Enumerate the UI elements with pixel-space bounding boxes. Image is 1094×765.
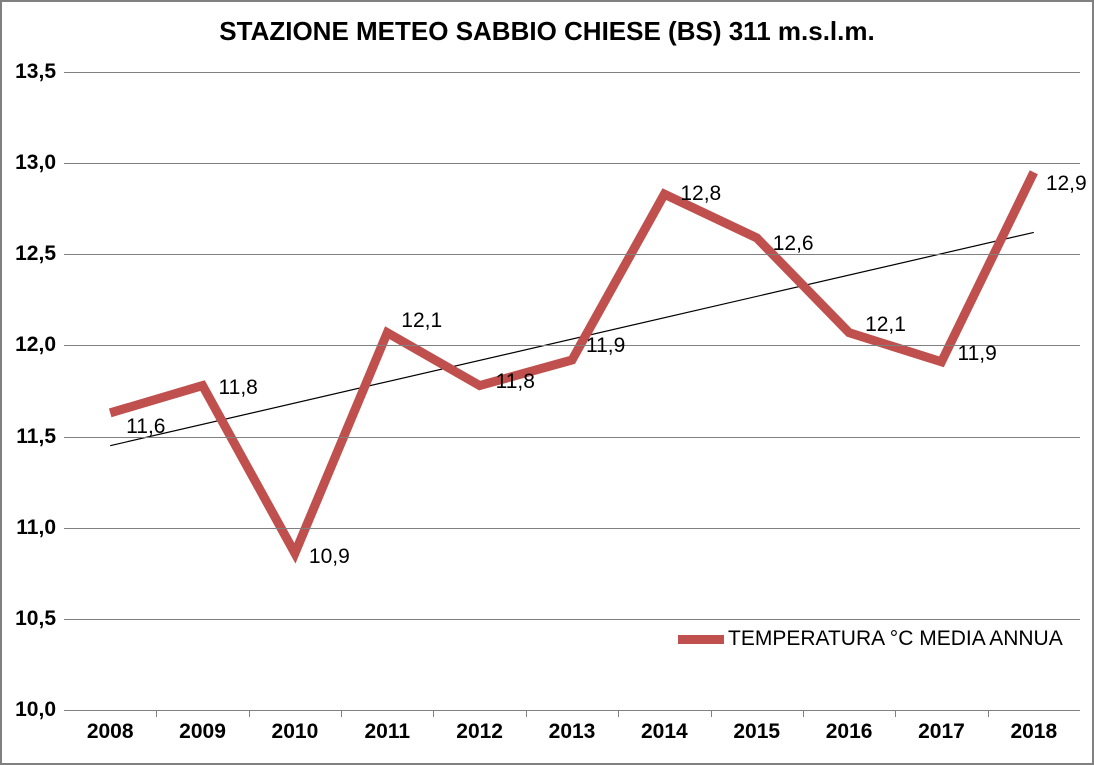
gridline — [64, 72, 1080, 73]
y-tick-label: 10,5 — [15, 607, 64, 631]
x-tickmark — [618, 710, 619, 717]
gridline — [64, 163, 1080, 164]
data-label: 11,8 — [219, 376, 258, 400]
legend-line-icon — [678, 635, 724, 644]
gridline — [64, 619, 1080, 620]
plot-area: TEMPERATURA °C MEDIA ANNUA 10,010,511,01… — [64, 72, 1080, 710]
x-tick-label: 2011 — [364, 710, 410, 744]
x-tick-label: 2016 — [826, 710, 873, 744]
data-label: 11,6 — [126, 415, 165, 439]
gridline — [64, 345, 1080, 346]
data-label: 11,9 — [957, 342, 996, 366]
x-tickmark — [803, 710, 804, 717]
x-tickmark — [988, 710, 989, 717]
data-label: 12,9 — [1046, 172, 1087, 196]
y-tick-label: 10,0 — [15, 698, 64, 722]
x-tick-label: 2009 — [179, 710, 226, 744]
x-tickmark — [711, 710, 712, 717]
chart-title: STAZIONE METEO SABBIO CHIESE (BS) 311 m.… — [2, 16, 1092, 47]
data-label: 12,1 — [401, 309, 442, 333]
data-line — [110, 172, 1034, 553]
x-tick-label: 2014 — [641, 710, 688, 744]
data-label: 10,9 — [309, 545, 350, 569]
x-tick-label: 2012 — [456, 710, 503, 744]
data-label: 11,8 — [496, 370, 535, 394]
x-tickmark — [341, 710, 342, 717]
x-tick-label: 2015 — [733, 710, 780, 744]
gridline — [64, 254, 1080, 255]
x-tickmark — [433, 710, 434, 717]
data-label: 12,6 — [773, 232, 814, 256]
x-tick-label: 2017 — [918, 710, 965, 744]
y-tick-label: 11,0 — [16, 516, 64, 540]
x-tick-label: 2008 — [87, 710, 134, 744]
gridline — [64, 437, 1080, 438]
x-tickmark — [526, 710, 527, 717]
legend: TEMPERATURA °C MEDIA ANNUA — [678, 627, 1063, 651]
y-tick-label: 12,0 — [15, 333, 64, 357]
chart-frame: STAZIONE METEO SABBIO CHIESE (BS) 311 m.… — [0, 0, 1094, 765]
y-tick-label: 11,5 — [16, 425, 64, 449]
x-tickmark — [249, 710, 250, 717]
x-tick-label: 2018 — [1010, 710, 1057, 744]
x-tick-label: 2013 — [549, 710, 596, 744]
y-tick-label: 13,5 — [15, 60, 64, 84]
x-tickmark — [156, 710, 157, 717]
x-tick-label: 2010 — [272, 710, 319, 744]
y-tick-label: 13,0 — [15, 151, 64, 175]
chart-svg — [64, 72, 1080, 710]
data-label: 12,8 — [680, 182, 721, 206]
y-tick-label: 12,5 — [15, 242, 64, 266]
gridline — [64, 528, 1080, 529]
data-label: 12,1 — [865, 313, 906, 337]
x-tickmark — [895, 710, 896, 717]
legend-label: TEMPERATURA °C MEDIA ANNUA — [728, 627, 1063, 651]
trendline — [110, 232, 1034, 445]
data-label: 11,9 — [586, 334, 625, 358]
